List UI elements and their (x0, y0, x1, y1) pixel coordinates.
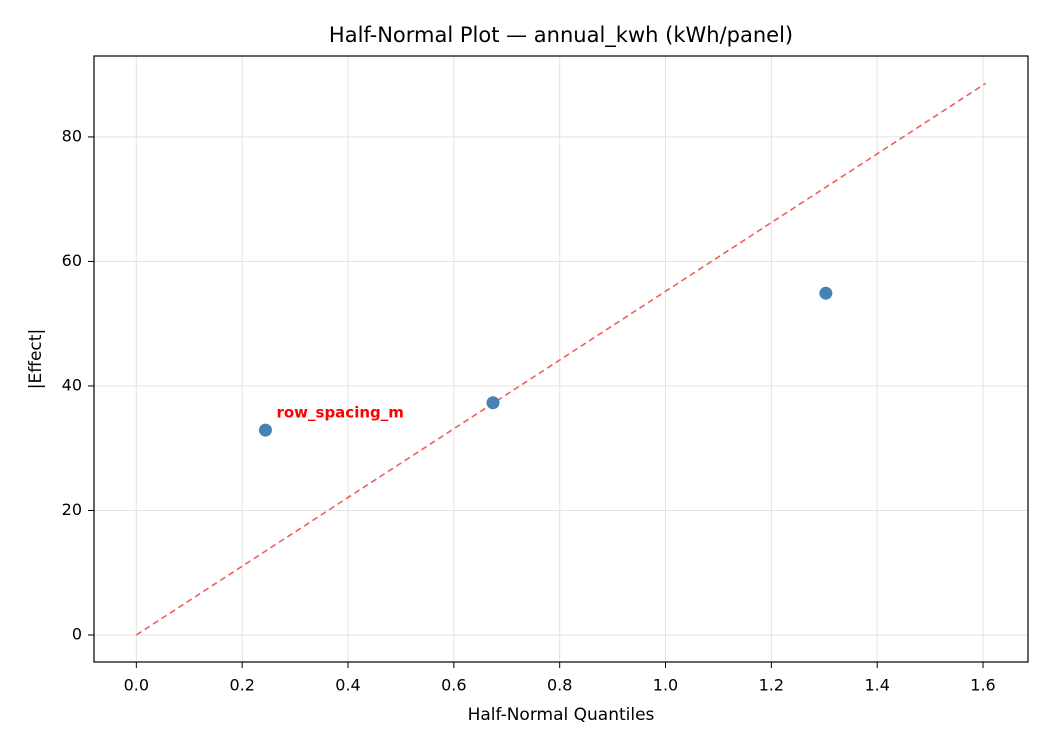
point (486, 396, 500, 410)
x-tick-label: 1.6 (970, 676, 995, 695)
x-tick-label: 0.2 (229, 676, 254, 695)
x-tick-label: 0.8 (547, 676, 572, 695)
chart-title: Half-Normal Plot — annual_kwh (kWh/panel… (329, 23, 793, 48)
x-tick-label: 1.0 (653, 676, 678, 695)
x-tick-label: 1.2 (759, 676, 784, 695)
x-axis-label: Half-Normal Quantiles (468, 705, 655, 725)
x-tick-label: 1.4 (864, 676, 889, 695)
y-tick-label: 40 (62, 375, 82, 394)
plot-frame (93, 55, 1029, 663)
annotation: row_spacing_m (276, 404, 403, 422)
y-tick-label: 20 (62, 500, 82, 519)
y-tick-label: 0 (72, 624, 82, 643)
reference-line (135, 82, 987, 636)
point (819, 286, 833, 300)
x-tick-label: 0.0 (124, 676, 149, 695)
y-tick-label: 60 (62, 251, 82, 270)
x-tick-label: 0.4 (335, 676, 360, 695)
y-axis-label: |Effect| (26, 329, 46, 389)
point (258, 423, 272, 437)
x-tick-label: 0.6 (441, 676, 466, 695)
y-tick-label: 80 (62, 126, 82, 145)
